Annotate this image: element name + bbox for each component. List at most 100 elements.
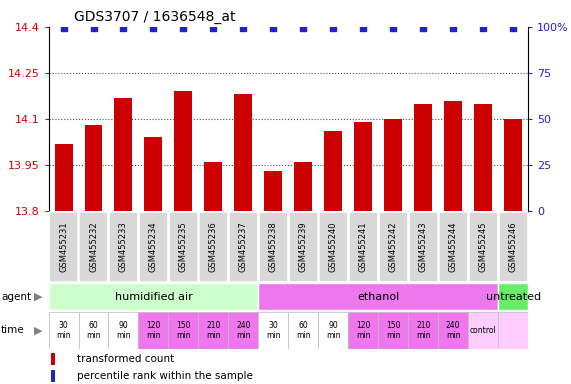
- Text: GSM455235: GSM455235: [179, 222, 188, 272]
- Bar: [108, 312, 138, 349]
- Text: GSM455242: GSM455242: [389, 222, 398, 272]
- Bar: [439, 312, 468, 349]
- Bar: [409, 212, 437, 281]
- Text: control: control: [470, 326, 497, 335]
- Bar: [139, 312, 168, 349]
- Text: GSM455238: GSM455238: [269, 221, 278, 272]
- Bar: [288, 312, 319, 349]
- Bar: [79, 312, 108, 349]
- Bar: [439, 212, 468, 281]
- Bar: [499, 212, 528, 281]
- Bar: [51, 370, 55, 382]
- Bar: [289, 212, 317, 281]
- Bar: [175, 91, 192, 211]
- Text: GSM455243: GSM455243: [419, 222, 428, 272]
- Bar: [144, 137, 163, 211]
- Text: humidified air: humidified air: [115, 291, 192, 302]
- Text: GSM455244: GSM455244: [449, 222, 458, 272]
- Point: [329, 25, 338, 31]
- Bar: [498, 312, 528, 349]
- Text: GSM455231: GSM455231: [59, 222, 68, 272]
- Text: 240
min: 240 min: [446, 321, 460, 340]
- Bar: [408, 312, 439, 349]
- Bar: [139, 212, 168, 281]
- Text: GSM455237: GSM455237: [239, 221, 248, 272]
- Text: agent: agent: [1, 291, 31, 302]
- Bar: [169, 212, 198, 281]
- Bar: [49, 283, 259, 310]
- Text: GSM455245: GSM455245: [478, 222, 488, 272]
- Text: percentile rank within the sample: percentile rank within the sample: [77, 371, 253, 381]
- Bar: [469, 212, 497, 281]
- Bar: [468, 312, 498, 349]
- Bar: [264, 171, 283, 211]
- Text: ▶: ▶: [34, 291, 43, 302]
- Text: GDS3707 / 1636548_at: GDS3707 / 1636548_at: [74, 10, 236, 23]
- Point: [478, 25, 488, 31]
- Text: ▶: ▶: [34, 325, 43, 335]
- Text: transformed count: transformed count: [77, 354, 175, 364]
- Point: [389, 25, 398, 31]
- Text: 30
min: 30 min: [57, 321, 71, 340]
- Bar: [204, 162, 223, 211]
- Point: [239, 25, 248, 31]
- Text: 150
min: 150 min: [176, 321, 191, 340]
- Bar: [49, 312, 79, 349]
- Text: 90
min: 90 min: [326, 321, 340, 340]
- Text: GSM455241: GSM455241: [359, 222, 368, 272]
- Bar: [168, 312, 199, 349]
- Text: 210
min: 210 min: [206, 321, 220, 340]
- Text: 60
min: 60 min: [296, 321, 311, 340]
- Bar: [349, 212, 377, 281]
- Point: [59, 25, 68, 31]
- Text: 30
min: 30 min: [266, 321, 280, 340]
- Bar: [504, 119, 522, 211]
- Text: 240
min: 240 min: [236, 321, 251, 340]
- Bar: [379, 312, 408, 349]
- Text: GSM455233: GSM455233: [119, 221, 128, 272]
- Point: [419, 25, 428, 31]
- Bar: [229, 212, 258, 281]
- Point: [209, 25, 218, 31]
- Text: GSM455232: GSM455232: [89, 222, 98, 272]
- Text: 60
min: 60 min: [86, 321, 100, 340]
- Bar: [319, 312, 348, 349]
- Point: [359, 25, 368, 31]
- Bar: [109, 212, 138, 281]
- Point: [269, 25, 278, 31]
- Point: [509, 25, 518, 31]
- Bar: [384, 119, 402, 211]
- Bar: [199, 312, 228, 349]
- Text: GSM455236: GSM455236: [209, 221, 218, 272]
- Bar: [199, 212, 228, 281]
- Bar: [114, 98, 132, 211]
- Bar: [348, 312, 379, 349]
- Text: 90
min: 90 min: [116, 321, 131, 340]
- Bar: [235, 94, 252, 211]
- Text: GSM455240: GSM455240: [329, 222, 338, 272]
- Bar: [324, 131, 343, 211]
- Point: [449, 25, 458, 31]
- Bar: [379, 212, 408, 281]
- Text: time: time: [1, 325, 25, 335]
- Bar: [85, 125, 103, 211]
- Bar: [51, 353, 55, 365]
- Point: [299, 25, 308, 31]
- Point: [119, 25, 128, 31]
- Bar: [415, 104, 432, 211]
- Bar: [259, 212, 288, 281]
- Text: GSM455234: GSM455234: [149, 222, 158, 272]
- Text: 120
min: 120 min: [356, 321, 371, 340]
- Point: [179, 25, 188, 31]
- Bar: [55, 144, 73, 211]
- Bar: [259, 312, 288, 349]
- Bar: [474, 104, 492, 211]
- Point: [89, 25, 98, 31]
- Bar: [319, 212, 348, 281]
- Text: ethanol: ethanol: [357, 291, 399, 302]
- Bar: [259, 283, 498, 310]
- Bar: [295, 162, 312, 211]
- Text: 150
min: 150 min: [386, 321, 400, 340]
- Text: 120
min: 120 min: [146, 321, 160, 340]
- Bar: [354, 122, 372, 211]
